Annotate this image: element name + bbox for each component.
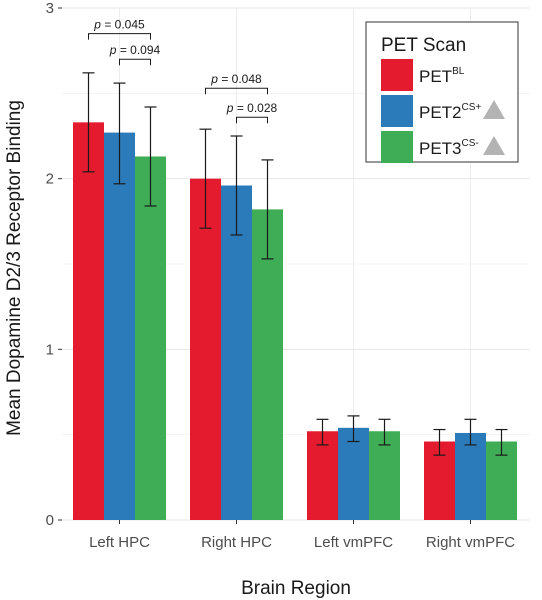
p-value-label: p = 0.094: [109, 43, 161, 57]
legend-label: PET2CS+: [419, 102, 481, 122]
error-bars: [82, 72, 508, 456]
p-symbol: p: [210, 72, 218, 86]
p-symbol: p: [93, 18, 101, 32]
p-symbol: p: [226, 101, 234, 115]
y-tick-label: 3: [46, 0, 54, 17]
legend-label-main: PET: [419, 67, 452, 86]
legend-label-sup: BL: [452, 66, 465, 77]
significance-bracket: [236, 116, 268, 124]
x-tick-label: Right vmPFC: [426, 534, 515, 551]
legend-title: PET Scan: [381, 35, 466, 56]
axes: 0 1 2 3 Left HPC Right HPC Left vmPFC Right vmP…: [46, 0, 516, 551]
bar: [307, 431, 338, 520]
legend-label: PETBL: [419, 66, 465, 86]
bar: [252, 209, 283, 521]
legend-swatch: [381, 131, 413, 163]
legend: PET Scan PETBL PET2CS+ PET3CS-: [365, 21, 519, 163]
y-tick-label: 0: [46, 512, 54, 529]
legend-label-sup: CS+: [462, 102, 482, 113]
p-value-text: = 0.028: [233, 101, 277, 115]
bar: [455, 432, 486, 520]
significance-bracket: [205, 87, 268, 95]
x-axis-title: Brain Region: [241, 578, 351, 599]
bar: [104, 132, 135, 520]
legend-swatch: [381, 59, 413, 91]
triangle-icon: [483, 136, 505, 155]
bar: [338, 427, 369, 520]
significance-bracket: [88, 33, 151, 40]
bars: [73, 122, 517, 521]
bar: [190, 178, 221, 520]
y-axis-title: Mean Dopamine D2/3 Receptor Binding: [4, 100, 25, 436]
p-value-text: = 0.048: [218, 72, 262, 86]
x-tick-label: Left HPC: [89, 534, 150, 551]
p-symbol: p: [109, 43, 117, 57]
y-tick-label: 2: [46, 171, 54, 188]
significance-bracket: [119, 58, 151, 66]
legend-label-main: PET3: [419, 139, 462, 158]
bar: [221, 185, 252, 520]
legend-label: PET3CS-: [419, 138, 479, 158]
legend-label-main: PET2: [419, 103, 462, 122]
y-tick-label: 1: [46, 341, 54, 358]
x-tick-label: Left vmPFC: [314, 534, 393, 551]
p-value-label: p = 0.045: [93, 18, 145, 32]
x-tick-label: Right HPC: [201, 534, 272, 551]
p-value-text: = 0.094: [116, 43, 160, 57]
p-value-label: p = 0.028: [226, 101, 278, 115]
p-value-label: p = 0.048: [210, 72, 262, 86]
bar: [73, 122, 104, 520]
bar: [135, 156, 166, 521]
triangle-icon: [483, 100, 505, 119]
p-value-text: = 0.045: [101, 18, 145, 32]
bar: [369, 431, 400, 520]
legend-swatch: [381, 95, 413, 127]
legend-label-sup: CS-: [462, 138, 479, 149]
